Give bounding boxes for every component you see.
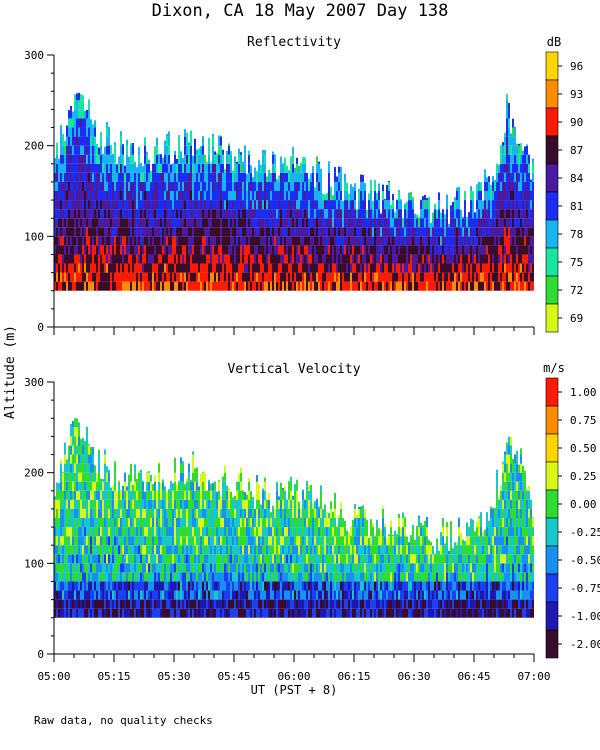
- colorbar-cell: [545, 573, 559, 603]
- colorbar-cell: [545, 405, 559, 435]
- colorbar-label: -0.25: [570, 526, 600, 539]
- colorbar-label: -0.75: [570, 582, 600, 595]
- colorbar-label: 72: [570, 284, 583, 297]
- footnote: Raw data, no quality checks: [34, 714, 213, 727]
- x-tick-label: 06:15: [337, 670, 370, 683]
- colorbar-cell: [545, 517, 559, 547]
- colorbar-label: 0.25: [570, 470, 597, 483]
- x-tick-label: 07:00: [517, 670, 550, 683]
- panel-title: Vertical Velocity: [227, 362, 360, 377]
- colorbar-label: 0.50: [570, 442, 597, 455]
- colorbar-label: 0.00: [570, 498, 597, 511]
- y-tick-label: 0: [37, 321, 44, 334]
- colorbar-cell: [545, 275, 559, 305]
- colorbar-label: -0.50: [570, 554, 600, 567]
- colorbar-label: 69: [570, 312, 583, 325]
- x-tick-label: 05:15: [97, 670, 130, 683]
- y-tick-label: 200: [24, 467, 44, 480]
- colorbar: 1.00 0.75 0.50 0.25 0.00 -0.25 -0.50 -0.75 -1.00…: [543, 361, 600, 659]
- colorbar-cell: [545, 107, 559, 137]
- y-tick-label: 100: [24, 230, 44, 243]
- colorbar-label: 96: [570, 60, 583, 73]
- colorbar-cell: [545, 601, 559, 631]
- colorbar-cell: [545, 629, 559, 659]
- colorbar-cell: [545, 51, 559, 81]
- y-tick-label: 300: [24, 49, 44, 62]
- reflectivity-panel: Reflectivity 0 100 200 300 96 93 90 87 84 81 78 75 72…: [24, 35, 584, 335]
- colorbar-cell: [545, 247, 559, 277]
- y-axis-label: Altitude (m): [3, 325, 18, 419]
- colorbar-cell: [545, 135, 559, 165]
- x-axis-label: UT (PST + 8): [251, 683, 338, 697]
- colorbar-cell: [545, 303, 559, 333]
- y-tick-label: 0: [37, 648, 44, 661]
- colorbar-label: 0.75: [570, 414, 597, 427]
- x-tick-label: 06:30: [397, 670, 430, 683]
- colorbar-label: 84: [570, 172, 584, 185]
- colorbar-label: -2.00: [570, 638, 600, 651]
- colorbar-cell: [545, 377, 559, 407]
- figure-title: Dixon, CA 18 May 2007 Day 138: [151, 1, 449, 21]
- colorbar-unit: m/s: [543, 361, 565, 375]
- panel-title: Reflectivity: [247, 35, 341, 50]
- colorbar-label: -1.00: [570, 610, 600, 623]
- colorbar-cell: [545, 461, 559, 491]
- colorbar-label: 93: [570, 88, 583, 101]
- colorbar-label: 75: [570, 256, 583, 269]
- colorbar-unit: dB: [547, 35, 561, 49]
- vertical-velocity-panel: Vertical Velocity 0 100 200 300 05:00 05:15 05:…: [24, 361, 600, 683]
- colorbar-label: 90: [570, 116, 583, 129]
- x-tick-label: 06:45: [457, 670, 490, 683]
- heatmap-cells: [54, 92, 534, 291]
- colorbar-label: 78: [570, 228, 583, 241]
- colorbar-cell: [545, 191, 559, 221]
- colorbar-cell: [545, 163, 559, 193]
- heatmap-cells: [54, 418, 534, 618]
- colorbar-label: 1.00: [570, 386, 597, 399]
- x-tick-label: 06:00: [277, 670, 310, 683]
- x-tick-label: 05:00: [37, 670, 70, 683]
- colorbar-label: 87: [570, 144, 583, 157]
- colorbar: 96 93 90 87 84 81 78 75 72 69 dB: [545, 35, 584, 333]
- x-tick-label: 05:45: [217, 670, 250, 683]
- colorbar-cell: [545, 489, 559, 519]
- colorbar-cell: [545, 79, 559, 109]
- x-tick-label: 05:30: [157, 670, 190, 683]
- colorbar-cell: [545, 545, 559, 575]
- y-tick-label: 300: [24, 376, 44, 389]
- y-tick-label: 200: [24, 140, 44, 153]
- y-tick-label: 100: [24, 557, 44, 570]
- colorbar-cell: [545, 219, 559, 249]
- colorbar-cell: [545, 433, 559, 463]
- colorbar-label: 81: [570, 200, 583, 213]
